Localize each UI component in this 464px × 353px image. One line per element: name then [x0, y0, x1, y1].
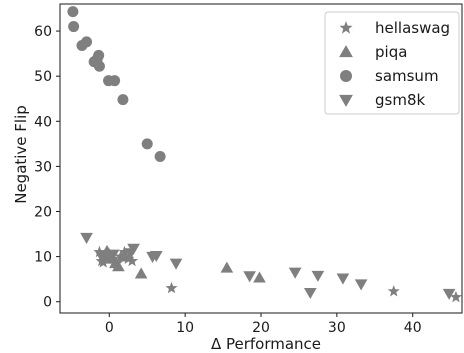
y-tick-label: 10 [34, 250, 52, 266]
series-gsm8k [80, 232, 456, 300]
samsum-point [67, 6, 79, 18]
plot-area [67, 6, 462, 303]
samsum-point [117, 94, 129, 106]
samsum-point [91, 53, 103, 65]
gsm8k-point [442, 288, 456, 300]
legend-marker-gsm8k [339, 94, 353, 107]
samsum-point [109, 75, 121, 87]
piqa-point [253, 271, 266, 283]
gsm8k-point [80, 232, 93, 244]
gsm8k-point [354, 279, 368, 291]
legend-label-piqa: piqa [375, 43, 407, 61]
gsm8k-point [169, 258, 183, 270]
legend-label-samsum: samsum [375, 67, 439, 85]
piqa-point [118, 250, 131, 262]
x-tick-label: 30 [328, 320, 346, 336]
legend-marker-piqa [339, 45, 353, 58]
legend-marker-hellaswag [339, 21, 353, 34]
piqa-point [134, 267, 148, 279]
y-tick-label: 50 [34, 69, 52, 85]
legend: hellaswag piqa samsum gsm8k [324, 11, 460, 115]
piqa-point [220, 261, 234, 273]
legend-label-gsm8k: gsm8k [375, 91, 425, 109]
samsum-point [154, 150, 166, 162]
x-axis-label: Δ Performance [211, 335, 321, 353]
x-tick-label: 10 [176, 320, 194, 336]
legend-box [324, 11, 460, 115]
x-tick-label: 40 [404, 320, 422, 336]
hellaswag-point [93, 245, 106, 258]
gsm8k-point [95, 251, 109, 263]
gsm8k-point [127, 243, 140, 255]
gsm8k-point [243, 271, 256, 283]
hellaswag-point [449, 290, 462, 303]
hellaswag-point [165, 281, 178, 294]
samsum-point [81, 36, 93, 48]
y-tick-label: 60 [34, 24, 52, 40]
x-tick-label: 20 [252, 320, 270, 336]
legend-label-hellaswag: hellaswag [375, 19, 450, 37]
gsm8k-point [106, 249, 120, 261]
piqa-point [104, 252, 118, 264]
y-tick-label: 30 [34, 159, 52, 175]
x-tick-label: 0 [105, 320, 114, 336]
y-tick-label: 40 [34, 114, 52, 130]
hellaswag-point [114, 250, 127, 262]
samsum-point [68, 21, 80, 33]
legend-marker-samsum [340, 70, 352, 82]
gsm8k-point [336, 273, 350, 285]
series-samsum [67, 6, 166, 162]
samsum-point [141, 138, 153, 150]
hellaswag-point [97, 256, 110, 268]
y-tick-label: 20 [34, 205, 52, 221]
piqa-point [112, 260, 125, 272]
axes: 0 10 20 30 40 0 10 20 30 40 50 60 Δ Performance Negat… [12, 3, 463, 353]
gsm8k-point [150, 250, 163, 263]
gsm8k-point [288, 267, 302, 279]
y-axis-label: Negative Flip [12, 105, 30, 204]
gsm8k-point [311, 270, 325, 282]
hellaswag-point [126, 254, 139, 267]
gsm8k-point [303, 287, 317, 300]
hellaswag-point [387, 285, 400, 297]
y-tick-label: 0 [43, 295, 52, 311]
